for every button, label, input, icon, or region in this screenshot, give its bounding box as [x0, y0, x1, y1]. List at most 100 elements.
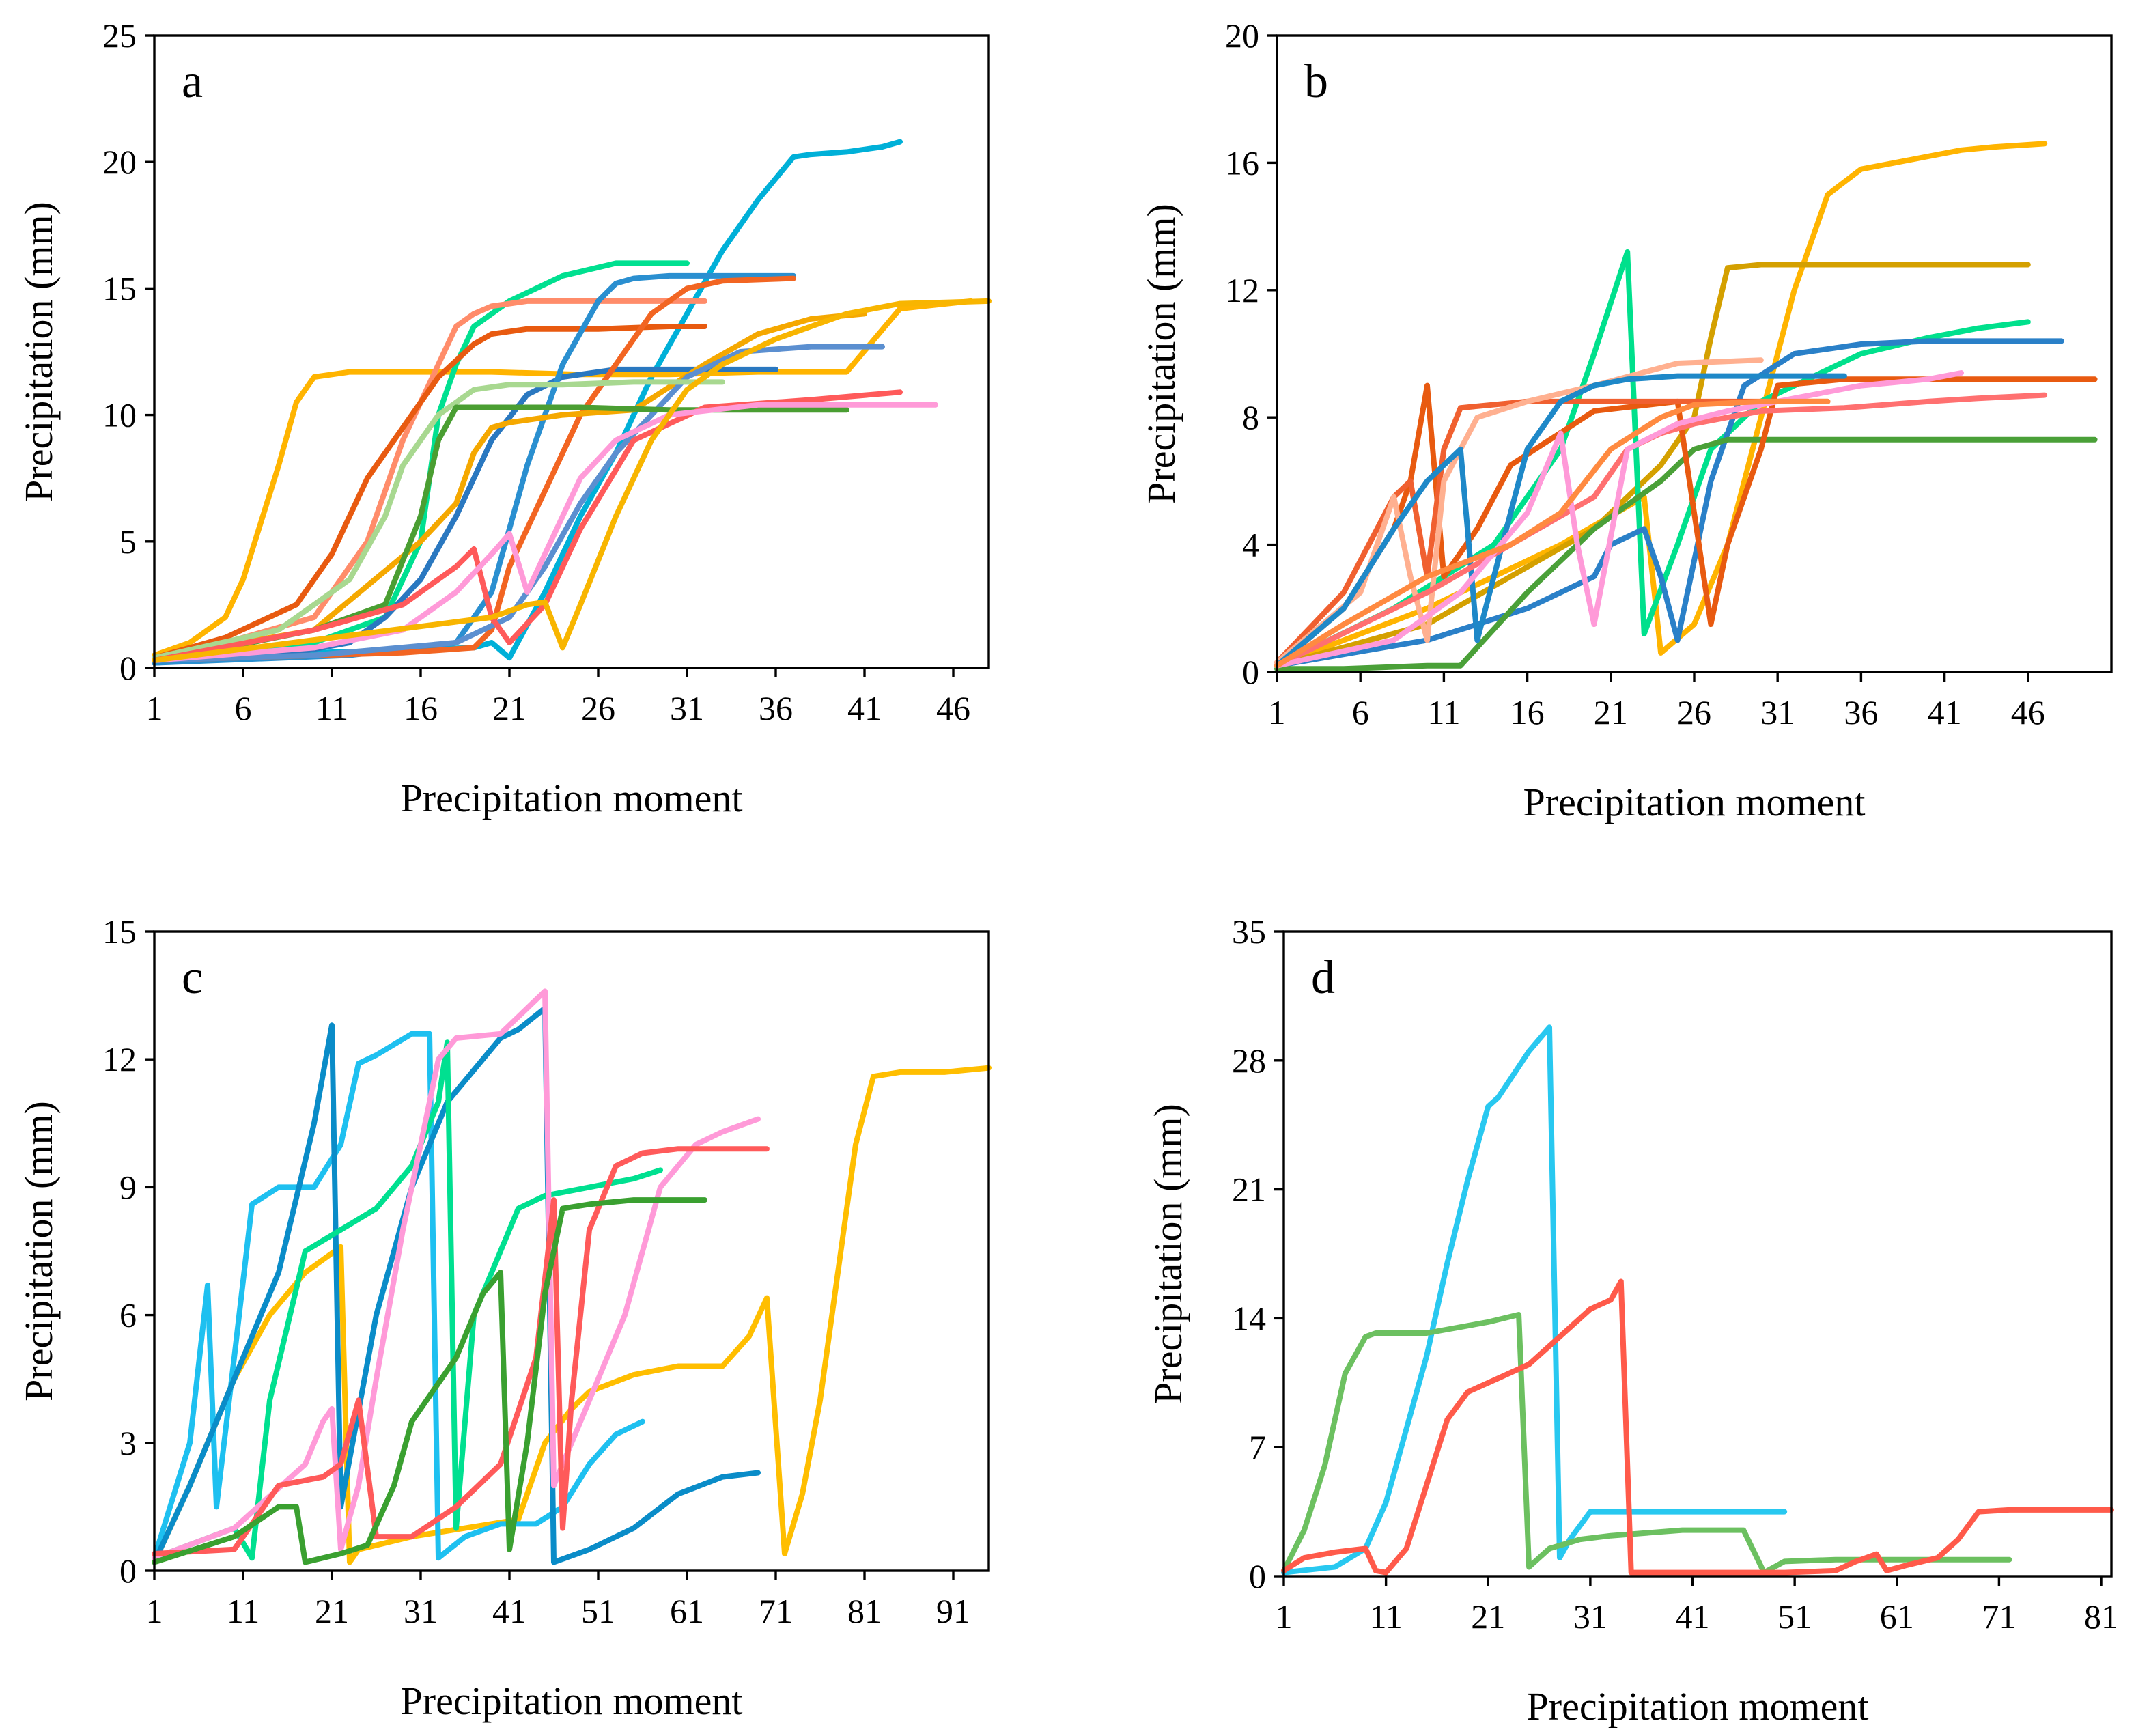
panel-c: 1 11 21 31 41 51 61 71 81 9103691215Precipitation…	[16, 912, 992, 1723]
y-tick-label: 28	[1232, 1041, 1266, 1080]
series-line-9	[152, 311, 867, 661]
y-tick-label: 16	[1225, 143, 1259, 182]
y-tick-label: 21	[1232, 1171, 1266, 1209]
y-tick-label: 6	[120, 1296, 137, 1334]
x-axis-label: Precipitation moment	[401, 1679, 743, 1723]
series-line-12	[1274, 398, 1831, 669]
x-tick-label: 1	[146, 689, 163, 727]
series-group	[1281, 1024, 2114, 1576]
x-tick-label: 11	[315, 689, 348, 727]
series-line-9	[1274, 373, 1847, 669]
y-tick-label: 7	[1249, 1428, 1266, 1466]
series-line-4	[1274, 338, 2064, 669]
x-tick-label: 71	[759, 1592, 793, 1630]
x-tick-label: 81	[847, 1592, 882, 1630]
y-tick-label: 8	[1242, 398, 1259, 436]
x-tick-label: 1	[1269, 693, 1286, 731]
x-tick-label: 51	[1777, 1597, 1812, 1636]
y-axis-label: Precipitation (mm)	[1146, 1104, 1190, 1404]
panel-d: 1 11 21 31 41 51 61 71 810714212835Precipitation…	[1146, 912, 2118, 1728]
y-tick-label: 0	[120, 1552, 137, 1590]
y-tick-label: 20	[1225, 16, 1259, 55]
panel-b: 1 6 11 16 21 26 31 36 41 46048121620Precipitation…	[1139, 16, 2113, 824]
x-tick-label: 41	[492, 1592, 526, 1630]
y-tick-label: 12	[1225, 271, 1259, 309]
x-tick-label: 61	[1880, 1597, 1914, 1636]
plot-frame	[1276, 34, 2113, 673]
series-line-1	[152, 1065, 992, 1565]
panel-a: 1 6 11 16 21 26 31 36 41 460510152025Precipitatio…	[16, 16, 992, 820]
x-tick-label: 71	[1982, 1597, 2016, 1636]
series-group	[152, 988, 992, 1565]
x-tick-label: 1	[1276, 1597, 1293, 1636]
x-tick-label: 31	[404, 1592, 438, 1630]
series-line-6	[152, 1146, 770, 1556]
series-line-5	[152, 988, 761, 1561]
x-tick-label: 31	[1573, 1597, 1607, 1636]
series-line-3	[1274, 249, 2031, 669]
y-tick-label: 0	[1242, 653, 1259, 691]
y-axis-label: Precipitation (mm)	[1139, 204, 1183, 504]
x-tick-label: 26	[581, 689, 615, 727]
series-line-11	[152, 379, 725, 661]
x-tick-label: 41	[1928, 693, 1962, 731]
y-tick-label: 15	[102, 269, 137, 307]
x-tick-label: 6	[1352, 693, 1369, 731]
y-tick-label: 15	[102, 912, 137, 951]
plot-frame	[153, 930, 990, 1572]
y-tick-label: 0	[120, 649, 137, 687]
y-tick-label: 20	[102, 143, 137, 181]
x-tick-label: 21	[1594, 693, 1628, 731]
y-tick-label: 9	[120, 1168, 137, 1206]
series-line-13	[152, 389, 903, 663]
panel-label: a	[182, 55, 203, 108]
x-tick-label: 11	[1427, 693, 1460, 731]
series-line-6	[1274, 376, 2098, 669]
x-tick-label: 36	[1844, 693, 1878, 731]
x-axis-label: Precipitation moment	[1523, 780, 1866, 824]
x-tick-label: 61	[670, 1592, 704, 1630]
x-tick-label: 51	[581, 1592, 615, 1630]
x-tick-label: 16	[404, 689, 438, 727]
x-tick-label: 36	[759, 689, 793, 727]
y-axis-label: Precipitation (mm)	[16, 201, 61, 502]
plot-frame	[1282, 930, 2113, 1578]
y-axis-label: Precipitation (mm)	[16, 1101, 61, 1401]
y-tick-label: 14	[1232, 1299, 1266, 1337]
series-group	[1274, 141, 2098, 672]
series-line-15	[152, 298, 992, 663]
x-axis-label: Precipitation moment	[401, 776, 743, 820]
x-tick-label: 91	[936, 1592, 970, 1630]
series-line-4	[152, 1039, 663, 1561]
series-line-2	[152, 298, 974, 658]
x-tick-label: 11	[1370, 1597, 1403, 1636]
y-tick-label: 25	[102, 16, 137, 55]
panel-label: b	[1304, 55, 1328, 108]
y-tick-label: 0	[1249, 1557, 1266, 1595]
x-tick-label: 46	[936, 689, 970, 727]
series-line-1	[1281, 1024, 1788, 1576]
series-line-7	[152, 1197, 707, 1565]
x-tick-label: 11	[227, 1592, 259, 1630]
series-line-14	[152, 402, 938, 663]
x-tick-label: 21	[492, 689, 526, 727]
x-tick-label: 26	[1677, 693, 1711, 731]
x-tick-label: 21	[1471, 1597, 1505, 1636]
x-tick-label: 16	[1510, 693, 1545, 731]
series-line-2	[1274, 262, 2031, 669]
series-line-5	[1274, 436, 2098, 672]
y-tick-label: 4	[1242, 526, 1259, 564]
series-line-3	[152, 1005, 761, 1565]
x-axis-label: Precipitation moment	[1527, 1684, 1869, 1728]
plot-frame	[153, 34, 990, 669]
series-line-2	[1281, 1312, 2012, 1576]
x-tick-label: 6	[235, 689, 252, 727]
x-tick-label: 41	[1676, 1597, 1710, 1636]
y-tick-label: 5	[120, 522, 137, 561]
x-tick-label: 21	[315, 1592, 349, 1630]
y-tick-label: 35	[1232, 912, 1266, 951]
series-line-3	[1281, 1278, 2114, 1576]
series-group	[152, 139, 992, 666]
series-line-5	[152, 324, 707, 661]
